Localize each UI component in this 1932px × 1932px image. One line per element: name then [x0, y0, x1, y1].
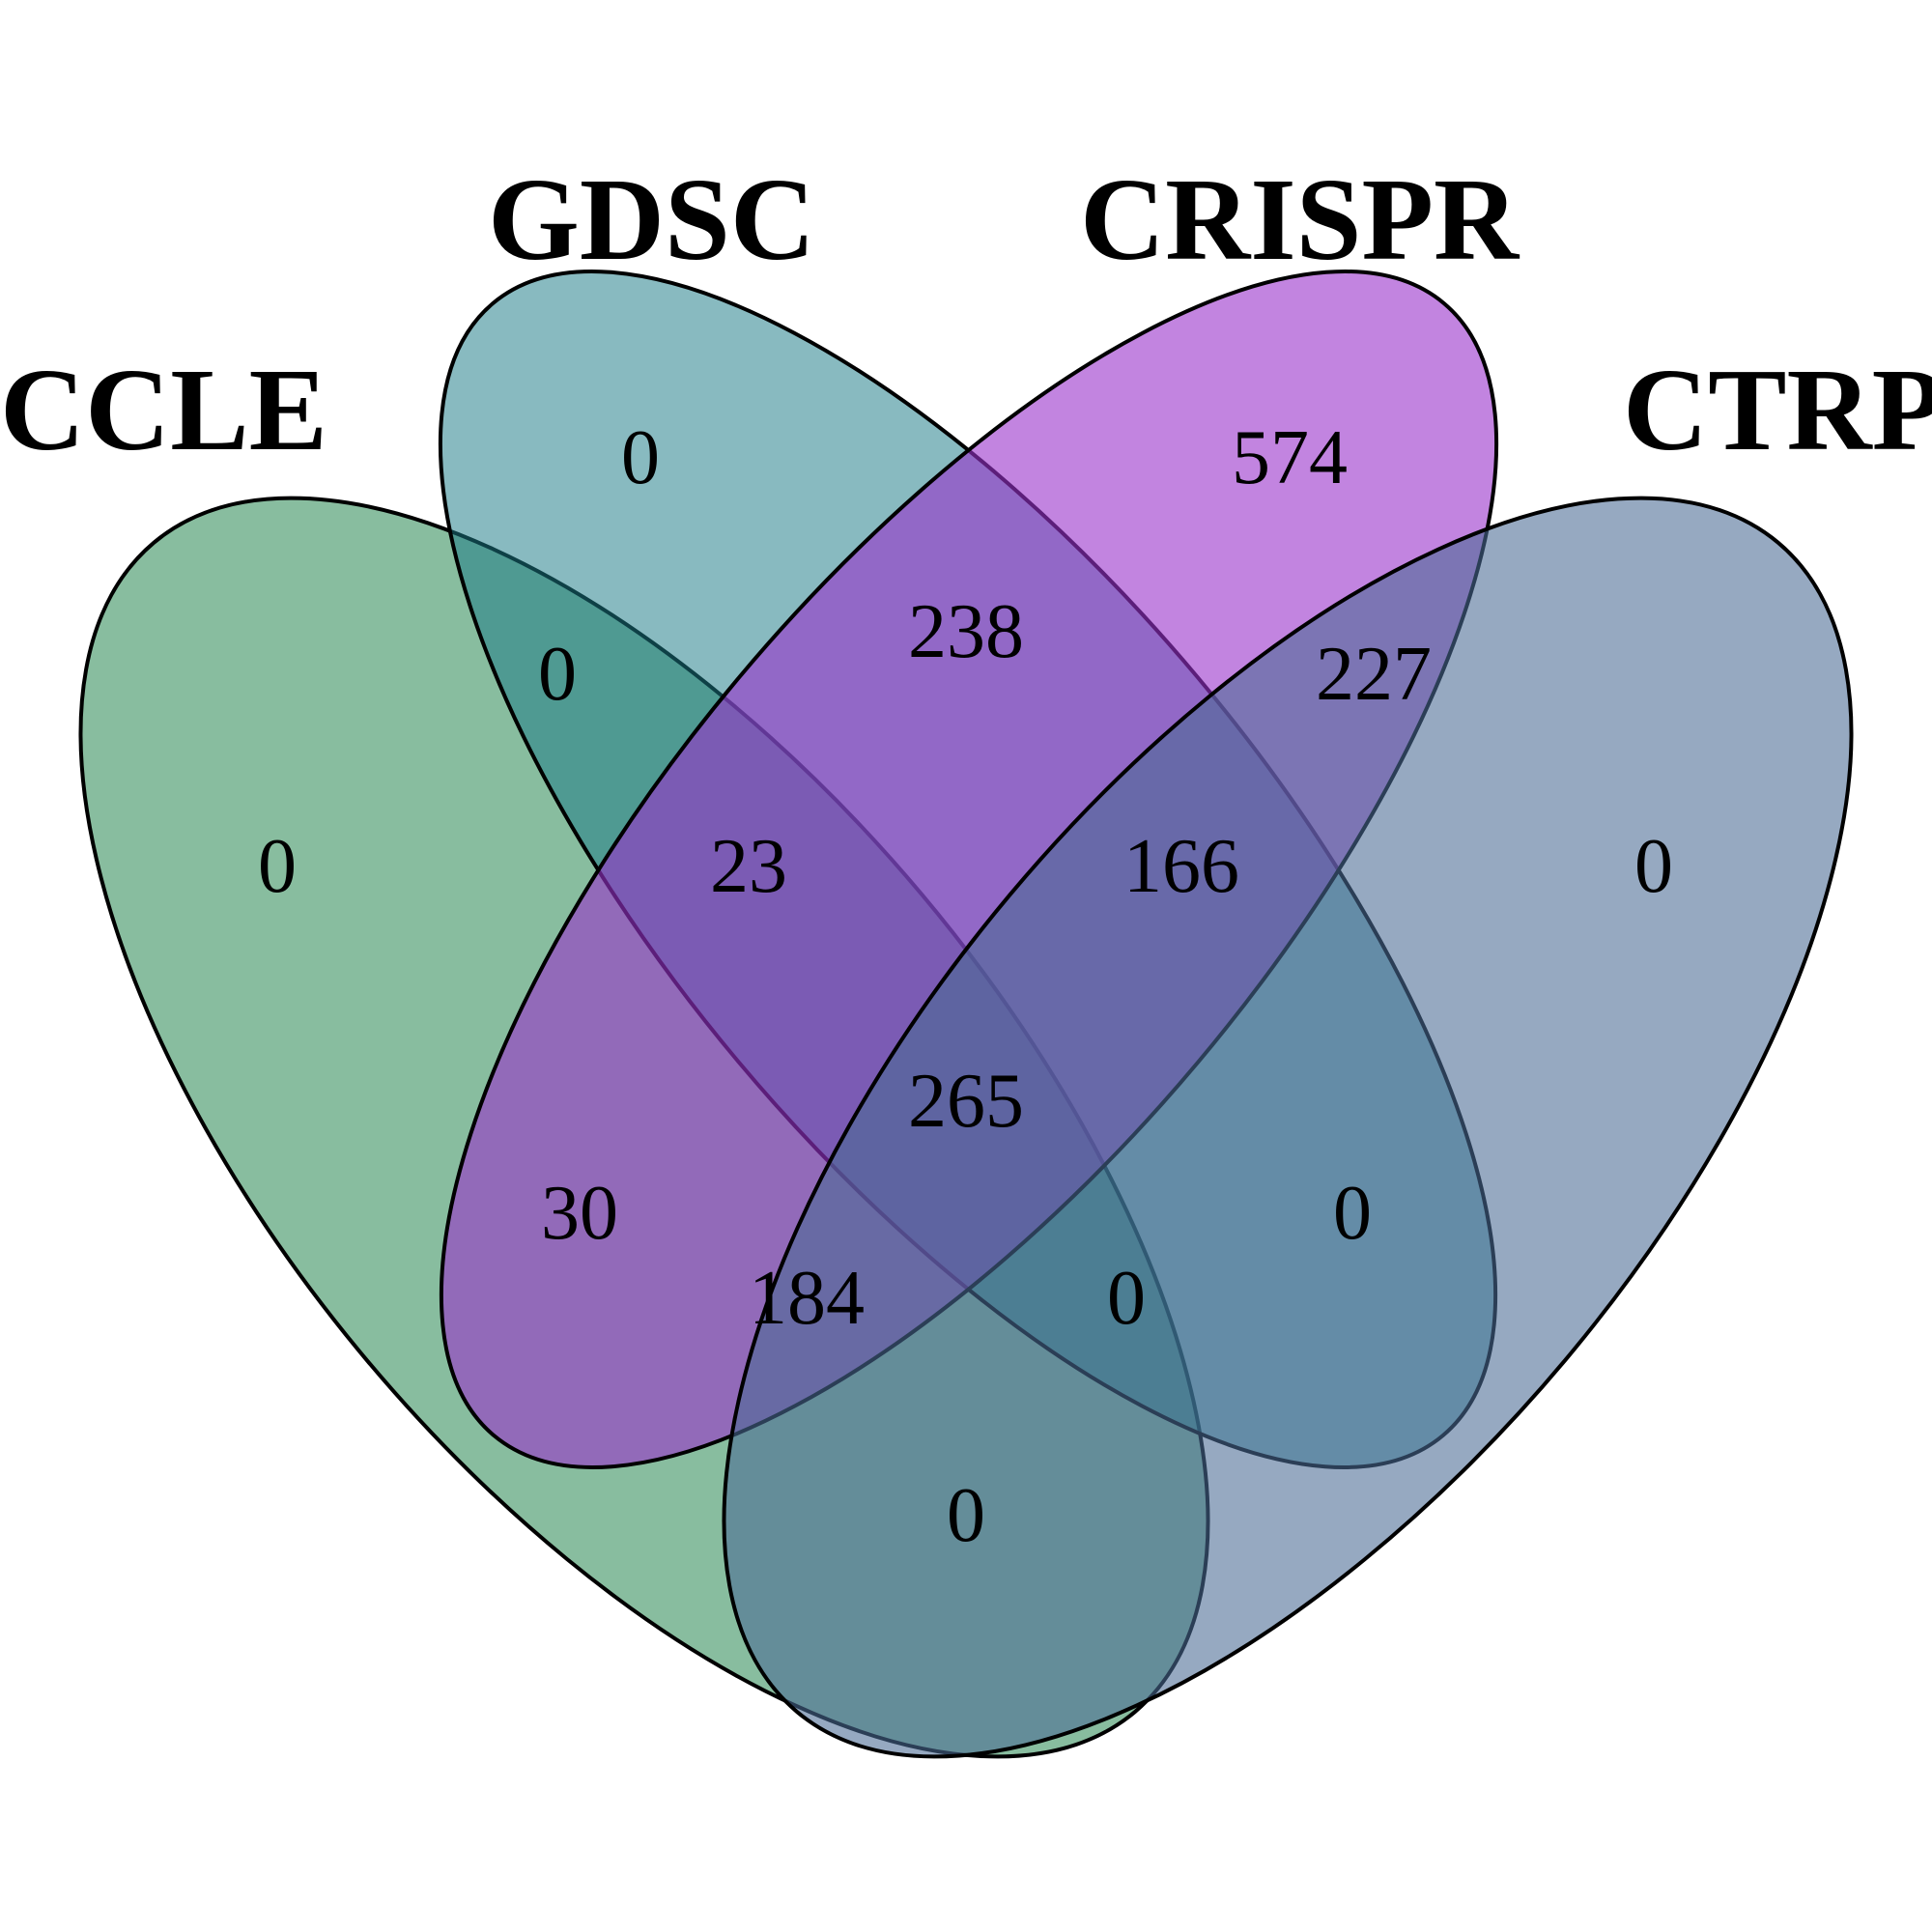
count-gdsc-ctrp: 0	[1333, 1171, 1372, 1256]
set-label-crispr: CRISPR	[1080, 155, 1520, 285]
set-label-ccle: CCLE	[0, 345, 327, 475]
count-gdsc-crispr: 238	[908, 589, 1024, 674]
ellipse-ctrp	[722, 496, 1854, 1759]
count-ccle-gdsc-crispr: 23	[710, 824, 787, 909]
count-ctrp-only: 0	[1634, 824, 1673, 909]
count-ccle-ctrp: 0	[947, 1473, 985, 1558]
count-ccle-gdsc-ctrp: 0	[1107, 1256, 1146, 1341]
count-ccle-gdsc: 0	[538, 632, 577, 717]
count-crispr-ctrp: 227	[1316, 632, 1432, 717]
count-ccle-crispr: 30	[541, 1171, 618, 1256]
count-ccle-only: 0	[258, 824, 297, 909]
count-crispr-only: 574	[1232, 415, 1348, 500]
set-label-gdsc: GDSC	[488, 155, 815, 285]
count-gdsc-crispr-ctrp: 166	[1123, 824, 1239, 909]
ellipse-group	[78, 270, 1854, 1759]
set-label-ctrp: CTRP	[1623, 345, 1932, 475]
count-all-four: 265	[908, 1059, 1024, 1144]
count-ccle-crispr-ctrp: 184	[749, 1256, 865, 1341]
count-gdsc-only: 0	[621, 415, 660, 500]
